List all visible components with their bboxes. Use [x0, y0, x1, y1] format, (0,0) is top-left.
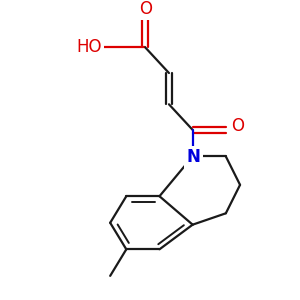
Text: O: O [231, 117, 244, 135]
Text: O: O [139, 1, 152, 19]
Text: HO: HO [76, 38, 102, 56]
Text: N: N [187, 148, 200, 166]
